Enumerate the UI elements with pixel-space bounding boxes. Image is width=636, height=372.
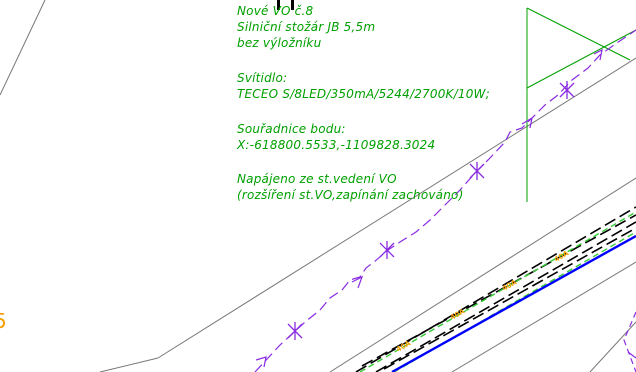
route-cross-markers xyxy=(287,81,575,340)
road-edge-curb xyxy=(589,321,636,372)
route-arrows xyxy=(255,48,603,368)
boundary-line-main xyxy=(157,57,636,359)
route-corner-right xyxy=(623,311,636,372)
note-pole-number: Nové VO č.8 xyxy=(237,4,314,18)
note-power-source: Napájeno ze st.vedení VO xyxy=(237,172,397,186)
pole-marker-left xyxy=(277,0,280,10)
note-luminaire-heading: Svítidlo: xyxy=(237,71,288,85)
power-cable-blue xyxy=(391,234,636,372)
callout-leader xyxy=(526,7,636,202)
dashed-cable-lines xyxy=(359,211,636,372)
boundary-line-lower xyxy=(99,357,159,372)
road-edge-dashes xyxy=(355,206,636,372)
pole-marker-right xyxy=(291,0,294,10)
boundary-line-road-edge xyxy=(329,177,636,372)
note-coordinates-heading: Souřadnice bodu: xyxy=(237,122,346,136)
edge-mark: 5 xyxy=(0,309,7,333)
route-stub-right xyxy=(627,351,636,359)
note-power-detail: (rozšíření st.VO,zapínání zachováno) xyxy=(237,188,464,202)
cable-route-purple xyxy=(254,29,636,372)
note-pole-type: Silniční stožár JB 5,5m xyxy=(237,20,376,34)
note-pole-arm: bez výložníku xyxy=(237,36,322,50)
note-coordinates-value: X:-618800.5533,-1109828.3024 xyxy=(237,138,436,152)
note-luminaire-spec: TECEO S/8LED/350mA/5244/2700K/10W; xyxy=(237,87,490,101)
road-edge-lower xyxy=(451,261,636,372)
boundary-line-left xyxy=(0,0,46,96)
